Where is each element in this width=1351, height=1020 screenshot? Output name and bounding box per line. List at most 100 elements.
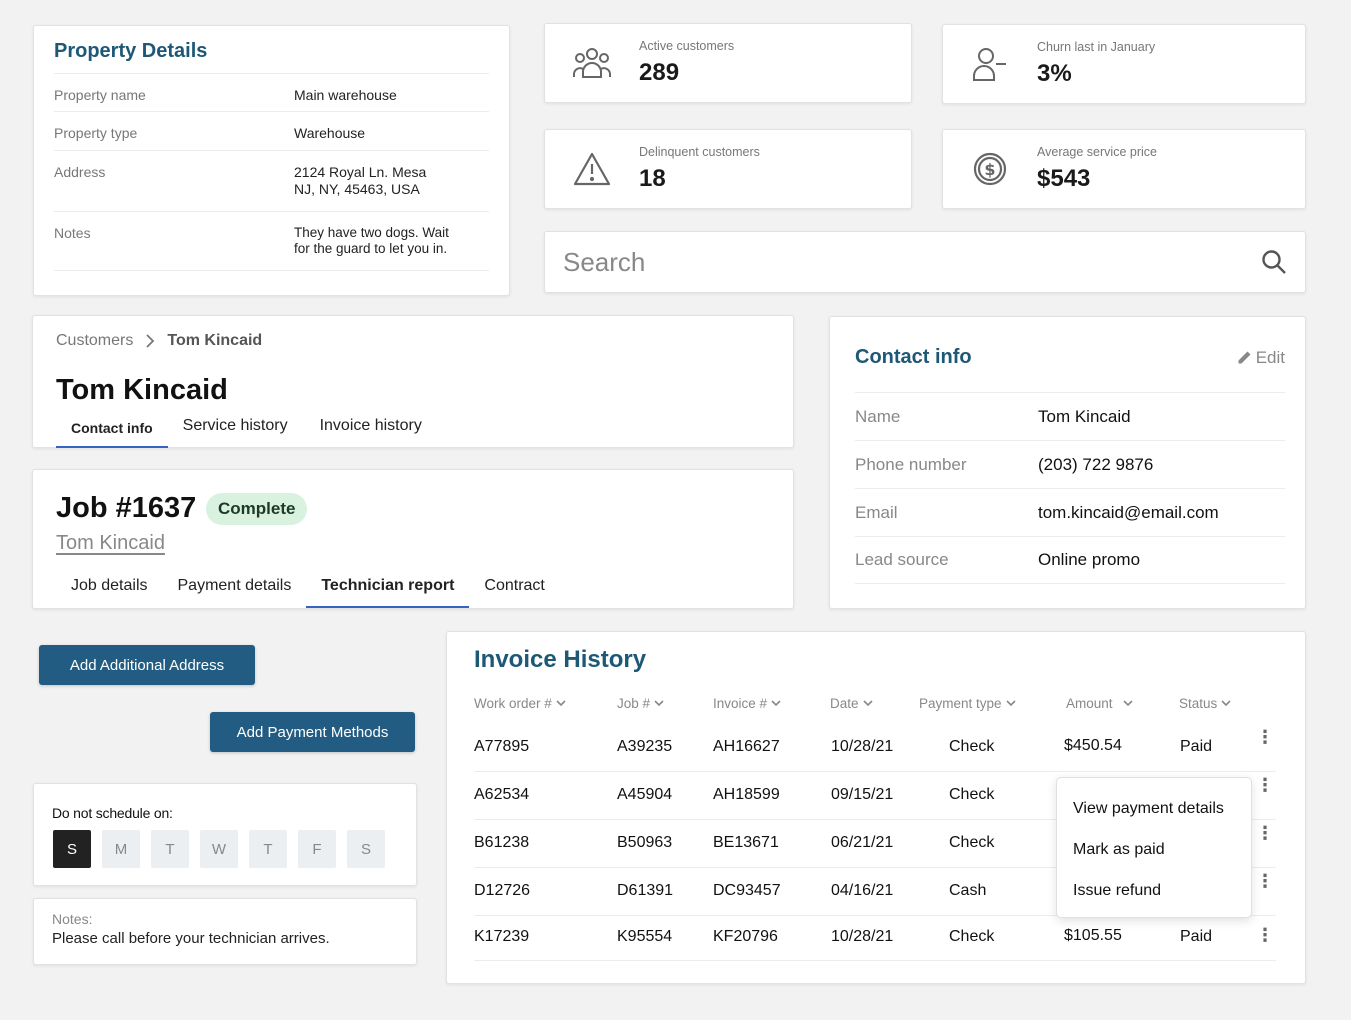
stat-value: 18	[639, 165, 666, 192]
property-value: Warehouse	[294, 125, 366, 141]
row-menu-icon[interactable]: ⋮	[1256, 823, 1274, 843]
cell-invoice: AH16627	[713, 738, 780, 755]
day-toggle-friday[interactable]: F	[298, 830, 336, 868]
column-header-label: Work order #	[474, 696, 552, 711]
user-minus-icon	[943, 46, 1037, 82]
contact-label: Email	[855, 502, 898, 522]
stat-label: Delinquent customers	[639, 145, 760, 159]
table-row[interactable]: A77895 A39235 AH16627 10/28/21 Check $45…	[474, 724, 1276, 772]
job-tabs: Job details Payment details Technician r…	[56, 575, 560, 608]
tab-technician-report[interactable]: Technician report	[306, 575, 470, 608]
cell-invoice: KF20796	[713, 928, 778, 945]
chevron-down-icon	[862, 700, 873, 707]
table-row[interactable]: A62534 A45904 AH18599 09/15/21 Check	[474, 772, 1276, 820]
job-card: Job #1637 Complete Tom Kincaid Job detai…	[32, 469, 794, 609]
cell-job: K95554	[617, 928, 673, 945]
menu-item-mark-as-paid[interactable]: Mark as paid	[1073, 841, 1165, 858]
column-header-label: Date	[830, 696, 859, 711]
pencil-icon	[1236, 350, 1252, 366]
tab-contact-info[interactable]: Contact info	[56, 415, 168, 448]
property-value: 2124 Royal Ln. Mesa NJ, NY, 45463, USA	[294, 164, 489, 211]
tab-job-details[interactable]: Job details	[71, 577, 148, 594]
property-details-title: Property Details	[54, 40, 489, 74]
add-payment-methods-button[interactable]: Add Payment Methods	[210, 712, 415, 752]
search-bar	[544, 231, 1306, 293]
chevron-down-icon	[1122, 700, 1133, 707]
table-row[interactable]: B61238 B50963 BE13671 06/21/21 Check	[474, 820, 1276, 868]
cell-status: Paid	[1180, 928, 1213, 945]
chevron-down-icon	[1005, 700, 1016, 707]
customer-tabs: Contact info Service history Invoice his…	[56, 415, 437, 448]
day-toggle-wednesday[interactable]: W	[200, 830, 238, 868]
table-row[interactable]: K17239 K95554 KF20796 10/28/21 Check $10…	[474, 914, 1276, 961]
notes-text: Please call before your technician arriv…	[52, 930, 330, 947]
row-menu-icon[interactable]: ⋮	[1256, 925, 1274, 945]
row-menu-icon[interactable]: ⋮	[1256, 727, 1274, 747]
notes-label: Notes:	[52, 911, 93, 927]
contact-value: tom.kincaid@email.com	[1038, 502, 1219, 522]
table-row[interactable]: D12726 D61391 DC93457 04/16/21 Cash	[474, 868, 1276, 916]
day-toggle-monday[interactable]: M	[102, 830, 140, 868]
menu-item-view-payment-details[interactable]: View payment details	[1073, 800, 1224, 817]
contact-info-title: Contact info	[855, 346, 972, 368]
notes-line-1: They have two dogs. Wait	[294, 225, 449, 240]
edit-button[interactable]: Edit	[1236, 348, 1285, 368]
cell-work-order: A77895	[474, 738, 530, 755]
stat-card-churn: Churn last in January 3%	[942, 24, 1306, 104]
column-header-job[interactable]: Job #	[617, 696, 664, 711]
day-toggle-thursday[interactable]: T	[249, 830, 287, 868]
search-input[interactable]	[563, 246, 1261, 278]
column-header-label: Status	[1179, 696, 1218, 711]
add-address-button[interactable]: Add Additional Address	[39, 645, 255, 685]
breadcrumb-customers[interactable]: Customers	[56, 332, 134, 349]
tab-contract[interactable]: Contract	[484, 577, 545, 594]
contact-label: Lead source	[855, 550, 949, 569]
search-icon[interactable]	[1261, 249, 1287, 275]
schedule-label: Do not schedule on:	[52, 805, 173, 821]
column-header-label: Amount	[1066, 696, 1113, 711]
contact-row: Name Tom Kincaid	[855, 392, 1285, 440]
notes-card: Notes: Please call before your technicia…	[33, 898, 417, 965]
users-icon	[545, 46, 639, 80]
menu-item-issue-refund[interactable]: Issue refund	[1073, 882, 1162, 899]
schedule-card: Do not schedule on: S M T W T F S	[33, 783, 417, 886]
contact-row: Lead source Online promo	[855, 536, 1285, 584]
address-line-1: 2124 Royal Ln. Mesa	[294, 164, 427, 180]
cell-invoice: BE13671	[713, 834, 779, 851]
customer-link[interactable]: Tom Kincaid	[56, 532, 165, 554]
cell-date: 04/16/21	[831, 882, 894, 899]
chevron-down-icon	[771, 700, 781, 707]
stat-value: $543	[1037, 165, 1091, 192]
column-header-payment-type[interactable]: Payment type	[919, 696, 1016, 711]
cell-job: A45904	[617, 786, 673, 803]
cell-date: 09/15/21	[831, 786, 894, 803]
tab-invoice-history[interactable]: Invoice history	[319, 417, 422, 434]
column-header-invoice[interactable]: Invoice #	[713, 696, 781, 711]
contact-info-card: Contact info Edit Name Tom Kincaid Phone…	[829, 316, 1306, 609]
column-header-amount[interactable]: Amount	[1066, 696, 1133, 711]
row-menu-icon[interactable]: ⋮	[1256, 871, 1274, 891]
column-header-date[interactable]: Date	[830, 696, 873, 711]
cell-payment-type: Cash	[949, 882, 987, 899]
column-header-work-order[interactable]: Work order #	[474, 696, 566, 711]
day-toggle-saturday[interactable]: S	[347, 830, 385, 868]
page-title: Tom Kincaid	[56, 374, 228, 406]
cell-job: D61391	[617, 882, 674, 899]
column-header-status[interactable]: Status	[1179, 696, 1231, 711]
warning-icon	[545, 152, 639, 186]
tab-payment-details[interactable]: Payment details	[177, 577, 292, 594]
property-details-card: Property Details Property name Main ware…	[33, 25, 510, 296]
property-row: Property name Main warehouse	[54, 74, 489, 112]
invoice-history-card: Invoice History Work order # Job # Invoi…	[446, 631, 1306, 984]
tab-service-history[interactable]: Service history	[182, 417, 288, 434]
property-value: They have two dogs. Wait for the guard t…	[294, 225, 489, 270]
cell-work-order: B61238	[474, 834, 530, 851]
contact-label: Name	[855, 406, 901, 426]
row-menu-icon[interactable]: ⋮	[1256, 775, 1274, 795]
cell-status: Paid	[1180, 738, 1213, 755]
day-toggle-sunday[interactable]: S	[53, 830, 91, 868]
day-toggle-tuesday[interactable]: T	[151, 830, 189, 868]
day-picker: S M T W T F S	[53, 830, 385, 868]
stat-label: Active customers	[639, 39, 735, 53]
dollar-icon: $	[943, 151, 1037, 187]
